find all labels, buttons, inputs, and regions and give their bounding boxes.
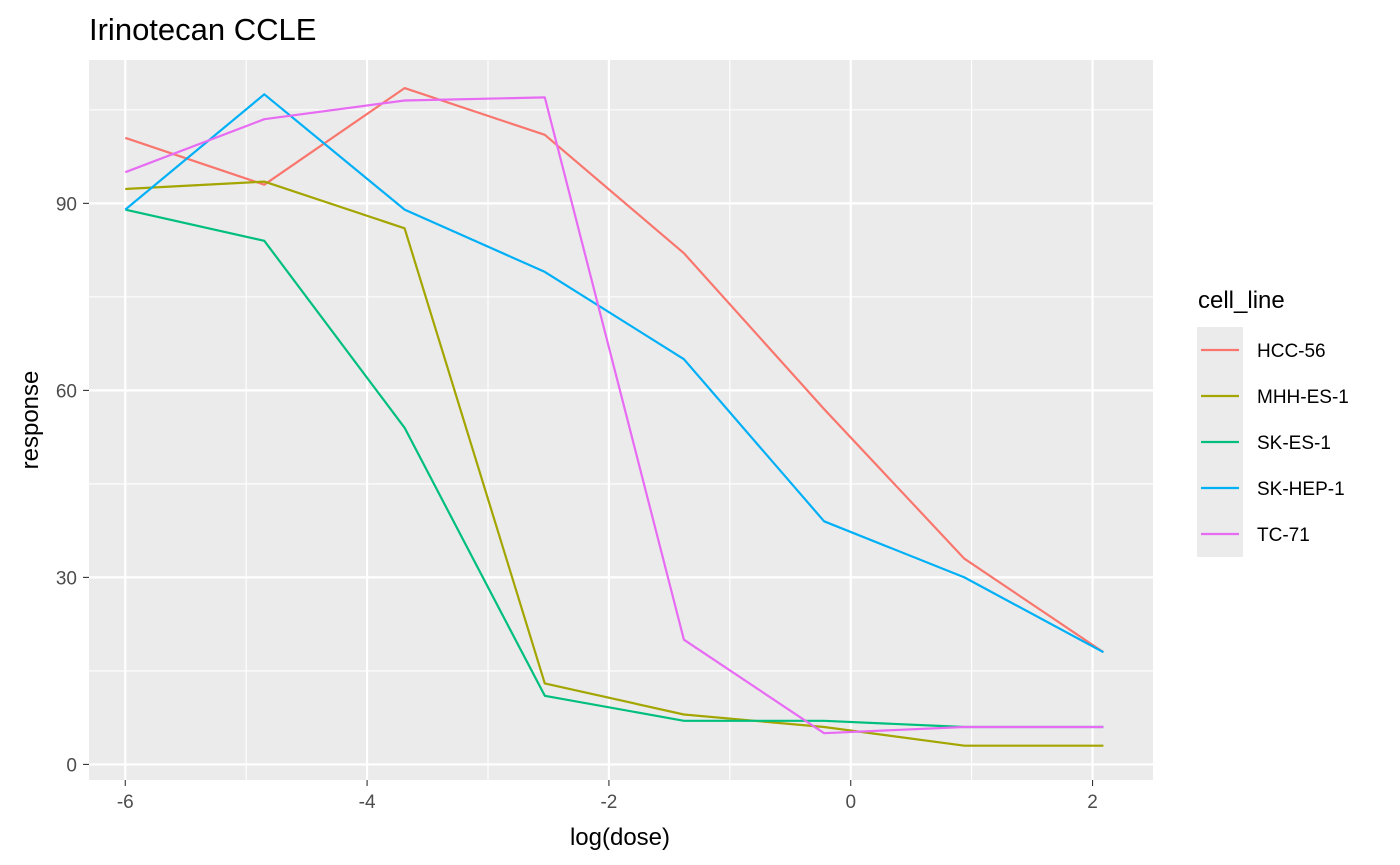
legend-title: cell_line: [1198, 287, 1285, 314]
series-line-sk-es-1: [125, 208, 1104, 729]
x-tick-label: -6: [117, 792, 134, 813]
x-tick-label: -2: [600, 792, 617, 813]
y-axis-title: response: [17, 371, 44, 470]
legend-label: TC-71: [1257, 525, 1310, 546]
series-lines: [124, 86, 1105, 747]
y-axis: 0 30 60 90: [56, 194, 89, 776]
y-tick-label: 90: [56, 194, 77, 215]
legend-label: SK-ES-1: [1257, 433, 1331, 454]
x-axis-title: log(dose): [570, 824, 670, 851]
y-tick-label: 30: [56, 568, 77, 589]
series-line-hcc-56: [124, 86, 1105, 654]
chart-title: Irinotecan CCLE: [89, 12, 316, 47]
x-tick-label: -4: [359, 792, 376, 813]
x-axis: -6 -4 -2 0 2: [117, 780, 1098, 813]
y-tick-label: 60: [56, 381, 77, 402]
legend-label: HCC-56: [1257, 341, 1326, 362]
grid-minor: [89, 60, 1153, 780]
series-line-tc-71: [124, 96, 1104, 735]
legend: cell_line HCC-56 MHH-ES-1 SK-ES-1 SK-HEP-1 T…: [1197, 287, 1349, 557]
x-tick-label: 2: [1087, 792, 1098, 813]
grid-major: [89, 60, 1153, 780]
y-tick-label: 0: [66, 755, 77, 776]
legend-label: MHH-ES-1: [1257, 387, 1349, 408]
series-line-sk-hep-1: [124, 93, 1104, 654]
plot-panel: [89, 60, 1153, 780]
legend-label: SK-HEP-1: [1257, 479, 1345, 500]
series-line-mhh-es-1: [125, 180, 1104, 747]
x-tick-label: 0: [845, 792, 856, 813]
